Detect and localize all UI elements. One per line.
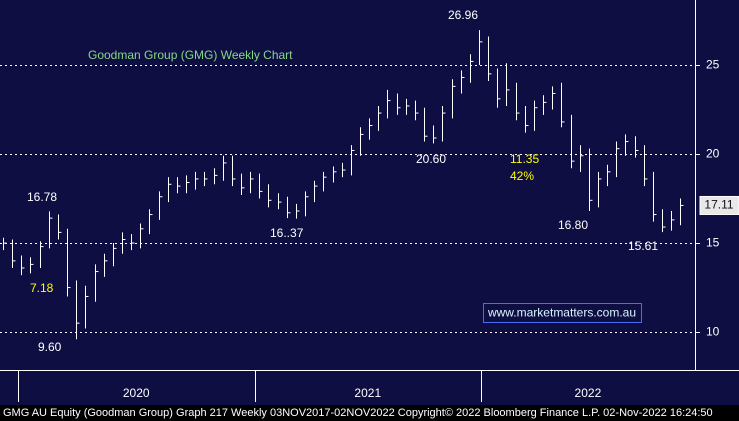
last-price: 17.11: [704, 198, 733, 212]
annotation: 11.35: [510, 152, 539, 166]
y-tick-label: 15: [706, 236, 720, 250]
y-tick-label: 20: [706, 147, 720, 161]
footer-band: [0, 405, 739, 421]
x-tick-label: 2022: [575, 386, 602, 400]
y-tick-label: 25: [706, 58, 720, 72]
watermark: www.marketmatters.com.au: [487, 306, 636, 320]
last-price-box: [699, 195, 739, 215]
background: [0, 0, 739, 405]
y-tick-label: 10: [706, 325, 720, 339]
annotation: 16.78: [27, 190, 57, 204]
watermark-box: [483, 303, 642, 323]
annotation: 20.60: [416, 152, 446, 166]
annotation: 16..37: [270, 226, 304, 240]
footer: GMG AU Equity (Goodman Group) Graph 217 …: [3, 407, 713, 419]
annotation: 26.96: [448, 8, 478, 22]
annotation: 16.80: [558, 218, 588, 232]
annotation: 7.18: [30, 281, 54, 295]
annotation: 15.61: [628, 239, 658, 253]
annotation: 42%: [510, 169, 534, 183]
x-tick-label: 2020: [123, 386, 150, 400]
chart-title: Goodman Group (GMG) Weekly Chart: [88, 48, 293, 62]
x-tick-label: 2021: [354, 386, 381, 400]
annotation: 9.60: [38, 340, 62, 354]
